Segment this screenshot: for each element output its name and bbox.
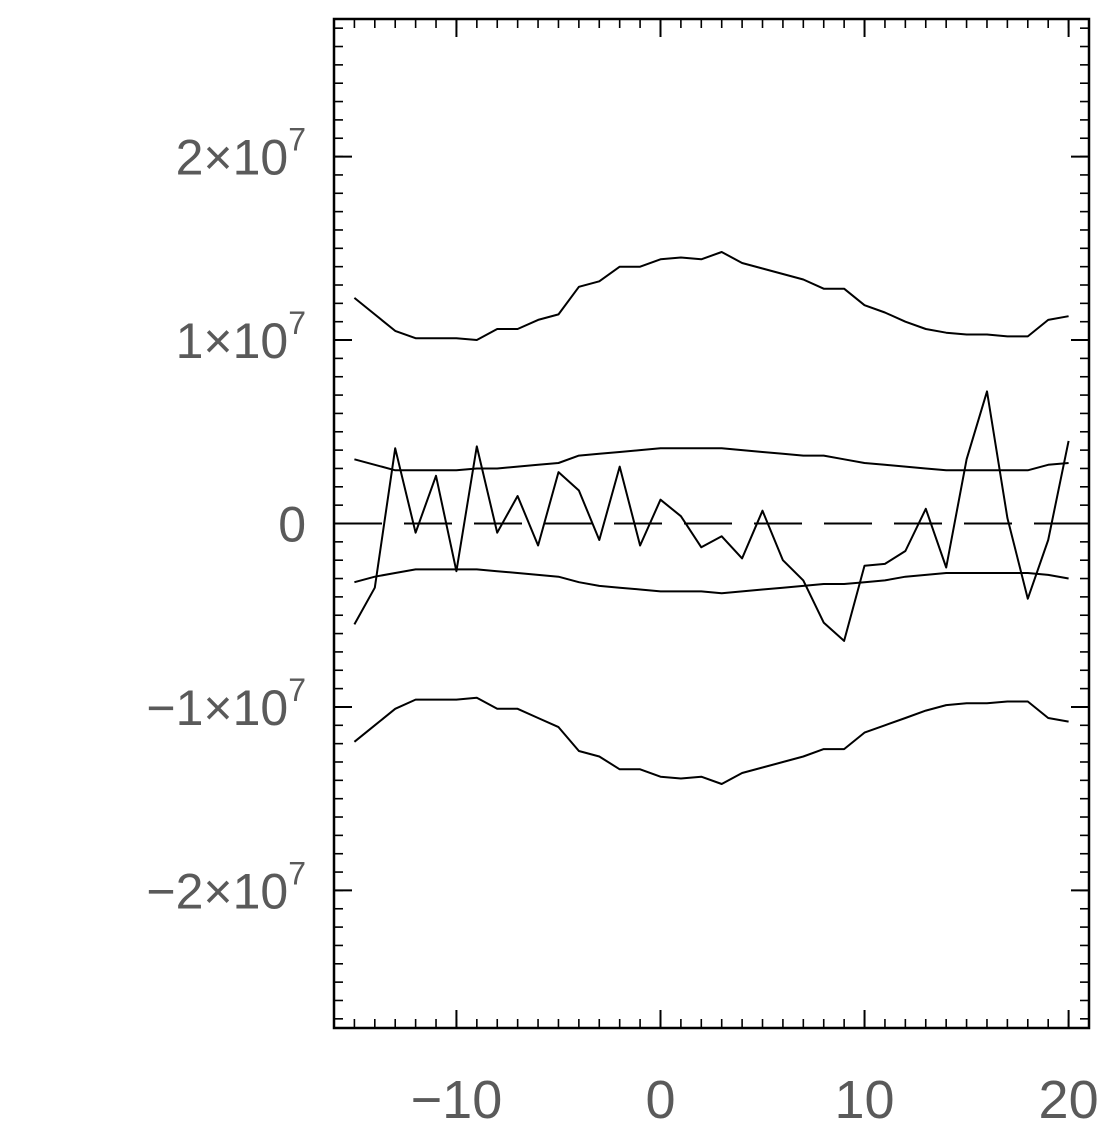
series-line-2 bbox=[354, 447, 1069, 472]
x-tick-labels: −10 0 10 20 bbox=[411, 1070, 1099, 1130]
y-tick-label: −2×107 bbox=[146, 855, 306, 919]
series-line-3 bbox=[353, 390, 1070, 642]
series-line-1 bbox=[353, 251, 1069, 341]
series-layer bbox=[334, 251, 1089, 785]
x-tick-label: −10 bbox=[411, 1070, 503, 1130]
y-tick-label: 2×107 bbox=[176, 122, 306, 186]
y-tick-label: 0 bbox=[278, 497, 306, 553]
y-tick-label: 1×107 bbox=[176, 305, 306, 369]
x-tick-label: 20 bbox=[1039, 1070, 1099, 1130]
series-line-6 bbox=[353, 696, 1069, 785]
plot-frame bbox=[332, 17, 1091, 1030]
x-tick-label: 0 bbox=[645, 1070, 675, 1130]
series-line-5 bbox=[354, 568, 1069, 595]
y-tick-label: −1×107 bbox=[146, 672, 306, 736]
x-tick-label: 10 bbox=[835, 1070, 895, 1130]
y-tick-labels: 2×107 1×107 0 −1×107 −2×107 bbox=[146, 122, 306, 920]
